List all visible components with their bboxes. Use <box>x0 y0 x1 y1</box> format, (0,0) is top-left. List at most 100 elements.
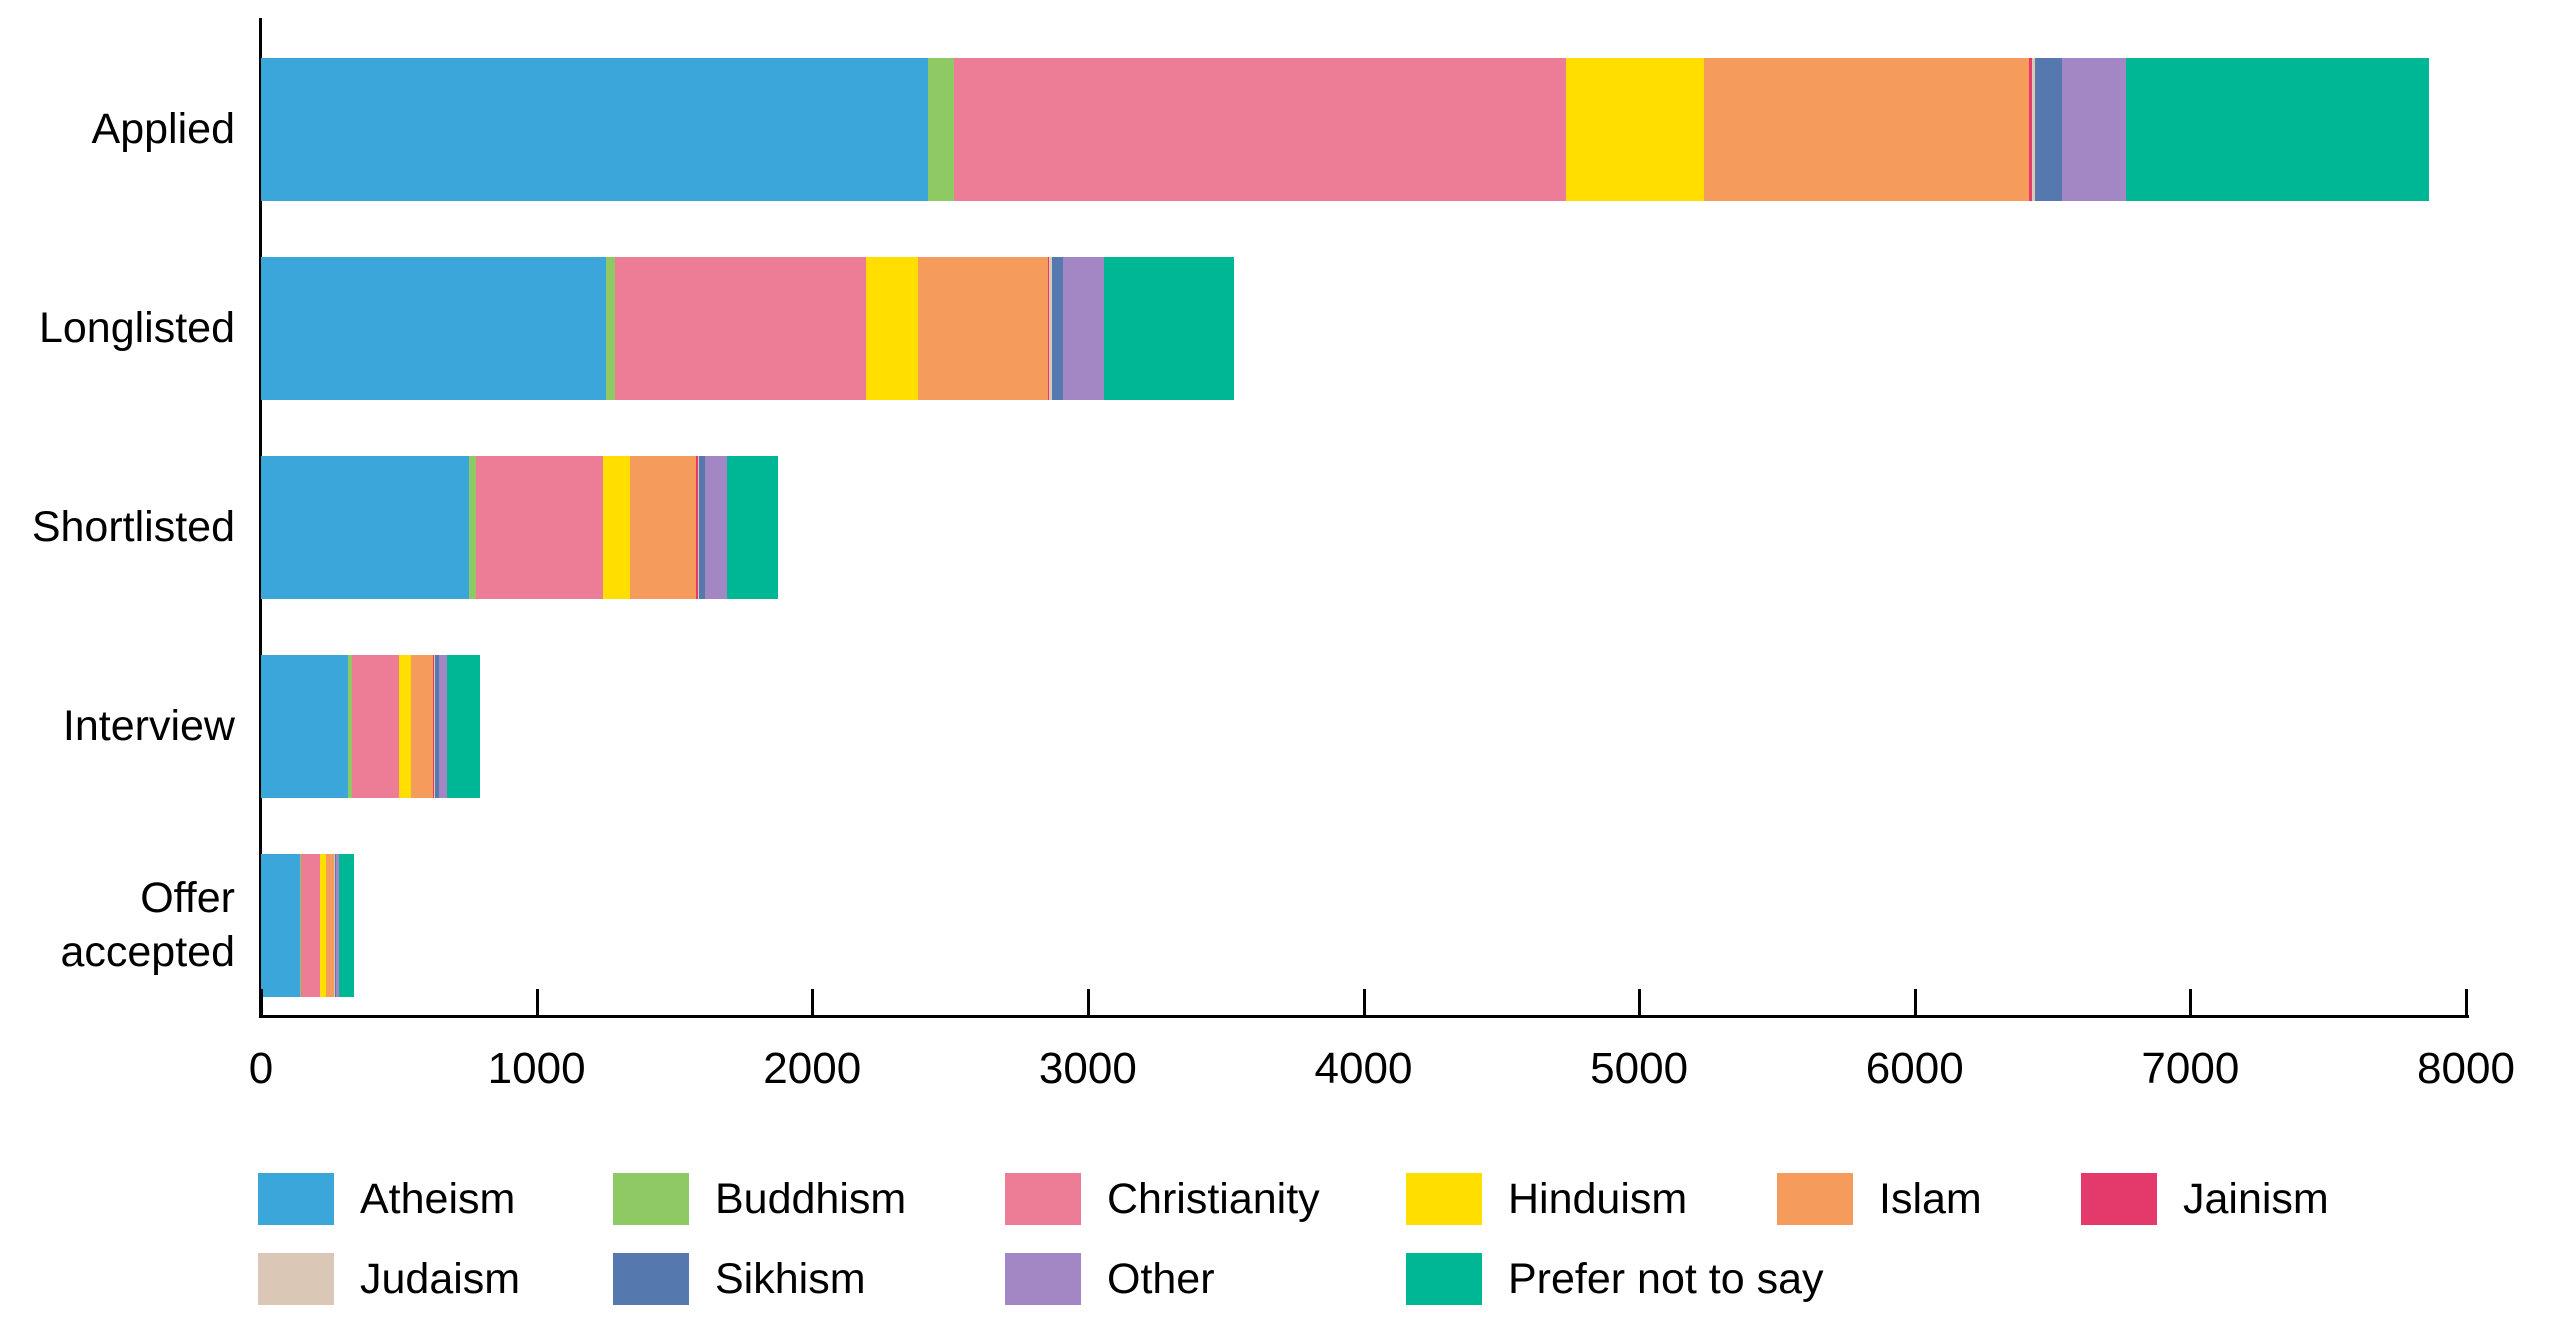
y-axis-label: Applied <box>91 104 235 153</box>
x-tick-label: 7000 <box>2141 1044 2240 1093</box>
bar-shortlisted <box>261 456 2466 599</box>
legend-item-judaism: Judaism <box>258 1252 520 1306</box>
legend-swatch <box>1406 1173 1482 1225</box>
x-tick <box>260 989 263 1015</box>
legend-item-jainism: Jainism <box>2081 1172 2329 1226</box>
bar-segment-christianity <box>954 58 1567 201</box>
bar-segment-buddhism <box>469 456 476 599</box>
x-tick-label: 6000 <box>1865 1044 1964 1093</box>
y-axis-label: Longlisted <box>38 303 235 352</box>
bar-segment-other <box>336 854 339 997</box>
bar-segment-jainism <box>1047 257 1050 400</box>
bar-segment-sikhism <box>334 854 337 997</box>
legend-item-christianity: Christianity <box>1005 1172 1320 1226</box>
legend-swatch <box>2081 1173 2157 1225</box>
legend-item-other: Other <box>1005 1252 1215 1306</box>
bar-segment-other <box>1063 257 1105 400</box>
bar-segment-other <box>438 655 448 798</box>
bar-segment-christianity <box>475 456 603 599</box>
bar-segment-prefer-not-to-say <box>1104 257 1234 400</box>
x-tick-label: 5000 <box>1590 1044 1689 1093</box>
bar-segment-hinduism <box>602 456 631 599</box>
legend-label: Atheism <box>360 1174 516 1223</box>
legend-swatch <box>1406 1253 1482 1305</box>
legend-swatch <box>1005 1173 1081 1225</box>
bar-segment-hinduism <box>865 257 919 400</box>
legend-item-islam: Islam <box>1777 1172 1982 1226</box>
bar-applied <box>261 58 2466 201</box>
legend-swatch <box>258 1253 334 1305</box>
x-tick-label: 3000 <box>1038 1044 1137 1093</box>
bar-segment-prefer-not-to-say <box>447 655 481 798</box>
legend-label: Jainism <box>2183 1174 2329 1223</box>
legend-item-buddhism: Buddhism <box>613 1172 906 1226</box>
bar-segment-buddhism <box>347 655 352 798</box>
bar-segment-hinduism <box>320 854 326 997</box>
x-tick <box>1638 989 1642 1015</box>
bar-segment-atheism <box>261 456 470 599</box>
bar-segment-atheism <box>261 854 300 997</box>
x-tick <box>2465 989 2468 1015</box>
legend-item-hinduism: Hinduism <box>1406 1172 1687 1226</box>
legend-label: Buddhism <box>715 1174 907 1223</box>
x-tick <box>1913 989 1917 1015</box>
legend-label: Prefer not to say <box>1508 1254 1824 1303</box>
bar-segment-judaism <box>697 456 700 599</box>
legend-item-atheism: Atheism <box>258 1172 515 1226</box>
legend-label: Hinduism <box>1508 1174 1688 1223</box>
bar-segment-atheism <box>261 257 606 400</box>
bar-segment-sikhism <box>434 655 439 798</box>
bar-segment-other <box>704 456 727 599</box>
legend-swatch <box>613 1253 689 1305</box>
bar-segment-hinduism <box>1566 58 1704 201</box>
bar-segment-jainism <box>696 456 699 599</box>
legend-swatch <box>1005 1253 1081 1305</box>
bar-segment-sikhism <box>1052 257 1064 400</box>
bar-segment-buddhism <box>605 257 616 400</box>
bar-segment-prefer-not-to-say <box>726 456 778 599</box>
bar-segment-buddhism <box>928 58 955 201</box>
bar-segment-atheism <box>261 655 348 798</box>
y-axis-label: Offer accepted <box>60 873 235 976</box>
bar-segment-buddhism <box>299 854 302 997</box>
legend-label: Sikhism <box>715 1254 866 1303</box>
bar-longlisted <box>261 257 2466 400</box>
x-tick <box>535 989 539 1015</box>
legend-label: Islam <box>1879 1174 1982 1223</box>
legend-item-prefer-not-to-say: Prefer not to say <box>1406 1252 1824 1306</box>
bar-segment-prefer-not-to-say <box>339 854 355 997</box>
x-tick-label: 2000 <box>763 1044 862 1093</box>
bar-segment-prefer-not-to-say <box>2125 58 2429 201</box>
legend-label: Christianity <box>1107 1174 1320 1223</box>
x-tick-label: 8000 <box>2417 1044 2515 1093</box>
bar-segment-islam <box>630 456 697 599</box>
bar-segment-islam <box>411 655 434 798</box>
x-tick <box>1086 989 1090 1015</box>
legend-label: Judaism <box>360 1254 521 1303</box>
legend-swatch <box>258 1173 334 1225</box>
y-axis-label: Interview <box>62 701 235 750</box>
legend-swatch <box>1777 1173 1853 1225</box>
bar-segment-sikhism <box>699 456 705 599</box>
x-tick-label: 4000 <box>1314 1044 1413 1093</box>
x-tick-label: 1000 <box>487 1044 586 1093</box>
bar-segment-christianity <box>615 257 866 400</box>
x-tick <box>1362 989 1366 1015</box>
bar-segment-atheism <box>261 58 928 201</box>
y-axis-label: Shortlisted <box>31 502 235 551</box>
bar-segment-sikhism <box>2034 58 2063 201</box>
x-tick-label: 0 <box>248 1044 274 1093</box>
bar-segment-judaism <box>2031 58 2035 201</box>
bar-segment-christianity <box>351 655 399 798</box>
x-tick <box>2189 989 2193 1015</box>
bar-segment-islam <box>325 854 335 997</box>
bar-segment-judaism <box>1049 257 1053 400</box>
bar-interview <box>261 655 2466 798</box>
legend-label: Other <box>1107 1254 1215 1303</box>
x-axis-line <box>259 1015 2469 1018</box>
bar-offer-accepted <box>261 854 2466 997</box>
bar-segment-christianity <box>300 854 321 997</box>
x-tick <box>811 989 815 1015</box>
y-axis-line <box>259 18 262 1018</box>
